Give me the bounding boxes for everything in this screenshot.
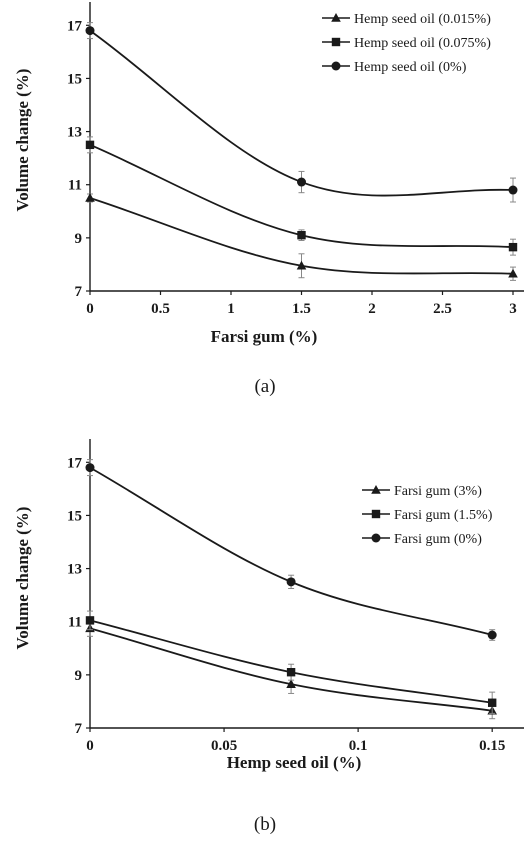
- panel-a-y-tick-label: 9: [75, 231, 83, 247]
- panel-a-x-axis-title: Farsi gum (%): [211, 327, 318, 346]
- panel-b-plot: 0 0.05 0.1 0.15 7 9 11 13 15 17 Farsi gum (3%) Fars…: [67, 439, 524, 754]
- panel-a-legend-marker-triangle: [331, 13, 341, 22]
- panel-a-data-point-triangle: [85, 193, 95, 202]
- panel-a-x-tick-label: 1.5: [292, 301, 311, 317]
- panel-a-data-point-triangle: [508, 268, 518, 278]
- panel-a-series-line-circle: [89, 29, 514, 197]
- panel-b-y-tick-label: 15: [67, 508, 82, 524]
- panel-b-x-tick-label: 0.05: [211, 738, 237, 754]
- panel-a-y-axis-title: Volume change (%): [13, 69, 32, 212]
- panel-a-data-point-square: [297, 231, 306, 240]
- panel-b-x-tick-label: 0: [86, 738, 94, 754]
- panel-a-x-tick-label: 2.5: [433, 301, 452, 317]
- panel-b-y-axis-title: Volume change (%): [13, 507, 32, 650]
- panel-a-y-tick-label: 13: [67, 125, 82, 141]
- panel-a-label: (a): [254, 376, 275, 397]
- panel-a-x-tick-label: 2: [368, 301, 376, 317]
- panel-a-x-tick-label: 0.5: [151, 301, 170, 317]
- panel-b-data-point-triangle: [286, 679, 296, 688]
- panel-a-y-tick-label: 15: [67, 71, 82, 87]
- panel-b-data-point-circle: [85, 463, 95, 473]
- panel-b-y-tick-label: 9: [75, 668, 83, 684]
- chart-panel-a: Volume change (%) Farsi gum (%) (a) 0 0.5…: [13, 2, 524, 397]
- panel-a-x-tick-label: 3: [509, 301, 517, 317]
- panel-b-y-tick-label: 13: [67, 562, 82, 578]
- panel-b-legend-marker-circle: [371, 533, 381, 543]
- panel-a-y-tick-label: 11: [68, 178, 82, 194]
- panel-b-data-point-square: [85, 616, 95, 625]
- panel-b-data-point-circle: [286, 577, 296, 587]
- panel-b-label: (b): [254, 814, 276, 835]
- panel-a-data-point-circle: [297, 177, 306, 187]
- panel-b-legend-label: Farsi gum (3%): [394, 484, 482, 499]
- panel-b-y-tick-label: 17: [67, 455, 83, 471]
- panel-a-x-tick-label: 1: [227, 301, 235, 317]
- panel-a-legend-marker-circle: [331, 61, 341, 71]
- panel-a-plot: 0 0.5 1 1.5 2 2.5 3 7 9 11 13 15 17 Hemp seed oil (0.…: [67, 2, 524, 317]
- panel-a-y-tick-label: 7: [75, 284, 83, 300]
- panel-b-data-point-square: [286, 668, 296, 677]
- panel-b-legend-marker-triangle: [371, 485, 381, 494]
- panel-b-legend-marker-square: [371, 509, 381, 519]
- panel-a-legend-marker-square: [331, 37, 341, 47]
- panel-b-legend-label: Farsi gum (0%): [394, 532, 482, 547]
- panel-a-data-point-circle: [508, 185, 518, 195]
- panel-b-x-tick-label: 0.15: [479, 738, 505, 754]
- panel-b-legend-label: Farsi gum (1.5%): [394, 508, 493, 523]
- panel-b-data-point-square: [487, 698, 497, 707]
- panel-a-x-tick-label: 0: [86, 301, 94, 317]
- panel-b-x-tick-label: 0.1: [349, 738, 368, 754]
- panel-a-legend-label: Hemp seed oil (0%): [354, 60, 467, 75]
- panel-a-y-tick-label: 17: [67, 18, 83, 34]
- panel-a-data-point-square: [508, 242, 518, 252]
- panel-b-x-axis-title: Hemp seed oil (%): [227, 753, 362, 772]
- panel-b-data-point-circle: [487, 630, 497, 640]
- chart-panel-b: Volume change (%) Hemp seed oil (%) (b) …: [13, 439, 524, 835]
- panel-b-y-tick-label: 11: [68, 615, 82, 631]
- panel-a-data-point-square: [85, 140, 95, 150]
- panel-a-legend-label: Hemp seed oil (0.015%): [354, 12, 491, 27]
- panel-a-legend-label: Hemp seed oil (0.075%): [354, 36, 491, 51]
- panel-a-data-point-circle: [85, 26, 95, 36]
- panel-b-y-tick-label: 7: [75, 721, 83, 737]
- panel-a-data-point-triangle: [296, 260, 307, 270]
